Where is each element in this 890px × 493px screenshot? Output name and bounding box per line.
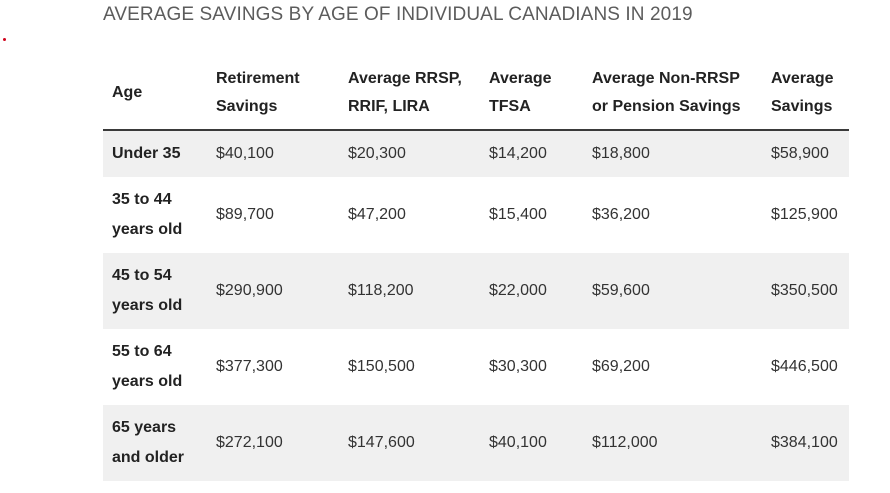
table-row: 45 to 54 years old $290,900 $118,200 $22… bbox=[103, 253, 849, 329]
age-label: Under 35 bbox=[112, 145, 181, 162]
average-savings-cell: $125,900 bbox=[771, 206, 838, 223]
age-label-line-2: years old bbox=[112, 373, 183, 390]
header-rrsp-line-1: Average RRSP, bbox=[348, 70, 462, 87]
tfsa-cell: $22,000 bbox=[489, 282, 547, 299]
savings-table: Age Retirement Savings Average RRSP, RRI… bbox=[103, 57, 849, 481]
header-average-rrsp: Average RRSP, RRIF, LIRA bbox=[339, 57, 480, 131]
rrsp-cell: $47,200 bbox=[348, 206, 406, 223]
table-row: 55 to 64 years old $377,300 $150,500 $30… bbox=[103, 329, 849, 405]
table-body: Under 35 $40,100 $20,300 $14,200 $18,800… bbox=[103, 130, 849, 481]
table-row: 35 to 44 years old $89,700 $47,200 $15,4… bbox=[103, 177, 849, 253]
non-rrsp-cell: $59,600 bbox=[592, 282, 650, 299]
header-age: Age bbox=[103, 57, 207, 131]
average-savings-cell: $58,900 bbox=[771, 145, 829, 162]
header-age-line-1: Age bbox=[112, 84, 143, 101]
rrsp-cell: $118,200 bbox=[348, 282, 414, 299]
retirement-savings-cell: $40,100 bbox=[216, 145, 274, 162]
average-savings-cell: $350,500 bbox=[771, 282, 838, 299]
header-retirement-line-2: Savings bbox=[216, 98, 278, 115]
rrsp-cell: $147,600 bbox=[348, 434, 415, 451]
header-retirement-savings: Retirement Savings bbox=[207, 57, 339, 131]
header-average-tfsa: Average TFSA bbox=[480, 57, 583, 131]
header-average-savings: Average Savings bbox=[762, 57, 849, 131]
age-cell: Under 35 bbox=[103, 130, 207, 177]
rrsp-cell: $20,300 bbox=[348, 145, 406, 162]
age-label-line-2: and older bbox=[112, 449, 185, 466]
non-rrsp-cell: $36,200 bbox=[592, 206, 650, 223]
rrsp-cell: $150,500 bbox=[348, 358, 415, 375]
retirement-savings-cell: $290,900 bbox=[216, 282, 283, 299]
retirement-savings-cell: $377,300 bbox=[216, 358, 283, 375]
header-average-line-2: Savings bbox=[771, 98, 833, 115]
header-retirement-line-1: Retirement bbox=[216, 70, 300, 87]
age-cell: 65 years and older bbox=[103, 405, 207, 481]
header-tfsa-line-1: Average bbox=[489, 70, 552, 87]
table-row: Under 35 $40,100 $20,300 $14,200 $18,800… bbox=[103, 130, 849, 177]
age-label-line-1: 35 to 44 bbox=[112, 191, 172, 208]
age-label-line-2: years old bbox=[112, 221, 183, 238]
header-rrsp-line-2: RRIF, LIRA bbox=[348, 98, 430, 115]
header-non-rrsp-line-2: or Pension Savings bbox=[592, 98, 741, 115]
header-average-line-1: Average bbox=[771, 70, 834, 87]
page-title: AVERAGE SAVINGS BY AGE OF INDIVIDUAL CAN… bbox=[103, 4, 693, 25]
tfsa-cell: $15,400 bbox=[489, 206, 547, 223]
average-savings-cell: $446,500 bbox=[771, 358, 838, 375]
retirement-savings-cell: $89,700 bbox=[216, 206, 274, 223]
tfsa-cell: $14,200 bbox=[489, 145, 547, 162]
header-average-non-rrsp: Average Non-RRSP or Pension Savings bbox=[583, 57, 762, 131]
age-label-line-1: 55 to 64 bbox=[112, 343, 172, 360]
age-cell: 35 to 44 years old bbox=[103, 177, 207, 253]
age-label-line-1: 45 to 54 bbox=[112, 267, 172, 284]
tfsa-cell: $40,100 bbox=[489, 434, 547, 451]
tfsa-cell: $30,300 bbox=[489, 358, 547, 375]
non-rrsp-cell: $69,200 bbox=[592, 358, 650, 375]
non-rrsp-cell: $112,000 bbox=[592, 434, 658, 451]
header-row: Age Retirement Savings Average RRSP, RRI… bbox=[103, 57, 849, 131]
age-cell: 45 to 54 years old bbox=[103, 253, 207, 329]
header-non-rrsp-line-1: Average Non-RRSP bbox=[592, 70, 740, 87]
retirement-savings-cell: $272,100 bbox=[216, 434, 283, 451]
age-cell: 55 to 64 years old bbox=[103, 329, 207, 405]
average-savings-cell: $384,100 bbox=[771, 434, 838, 451]
table-row: 65 years and older $272,100 $147,600 $40… bbox=[103, 405, 849, 481]
header-tfsa-line-2: TFSA bbox=[489, 98, 531, 115]
non-rrsp-cell: $18,800 bbox=[592, 145, 650, 162]
red-dot-marker bbox=[3, 38, 6, 41]
table-header: Age Retirement Savings Average RRSP, RRI… bbox=[103, 57, 849, 131]
age-label-line-2: years old bbox=[112, 297, 183, 314]
age-label-line-1: 65 years bbox=[112, 419, 177, 436]
